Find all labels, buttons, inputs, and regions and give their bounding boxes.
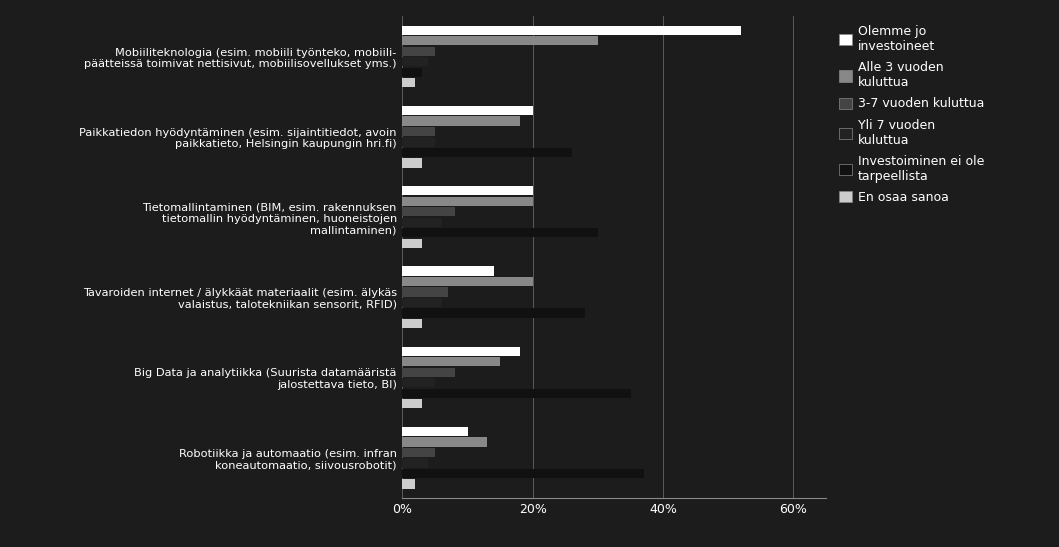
Bar [402, 186, 533, 195]
Bar [402, 148, 572, 157]
Bar [402, 309, 585, 318]
Bar [402, 117, 520, 126]
Bar [402, 238, 421, 248]
Bar [402, 479, 415, 488]
Bar [402, 378, 435, 387]
Bar [402, 196, 533, 206]
Legend: Olemme jo
investoineet, Alle 3 vuoden
kuluttua, 3-7 vuoden kuluttua, Yli 7 vuode: Olemme jo investoineet, Alle 3 vuoden ku… [837, 22, 987, 206]
Bar [402, 448, 435, 457]
Bar [402, 427, 468, 436]
Bar [402, 277, 533, 286]
Bar [402, 127, 435, 136]
Bar [402, 207, 454, 217]
Bar [402, 57, 429, 66]
Bar [402, 319, 421, 328]
Bar [402, 137, 435, 147]
Bar [402, 347, 520, 356]
Bar [402, 36, 598, 45]
Bar [402, 368, 454, 377]
Bar [402, 159, 421, 167]
Bar [402, 228, 598, 237]
Bar [402, 106, 533, 115]
Bar [402, 399, 421, 408]
Bar [402, 437, 487, 446]
Bar [402, 388, 630, 398]
Bar [402, 26, 741, 35]
Bar [402, 357, 500, 366]
Bar [402, 458, 429, 468]
Bar [402, 469, 644, 478]
Bar [402, 78, 415, 88]
Bar [402, 287, 448, 296]
Bar [402, 266, 493, 276]
Bar [402, 46, 435, 56]
Bar [402, 68, 421, 77]
Bar [402, 298, 442, 307]
Bar [402, 218, 442, 227]
